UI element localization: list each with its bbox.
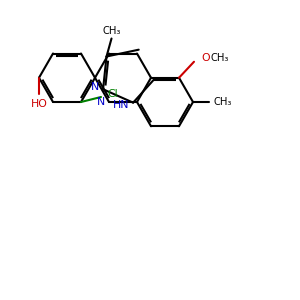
Text: CH₃: CH₃ — [102, 26, 121, 35]
Text: O: O — [202, 53, 210, 63]
Text: N: N — [91, 82, 99, 92]
Text: CH₃: CH₃ — [211, 53, 229, 63]
Text: HN: HN — [113, 100, 129, 110]
Text: HO: HO — [31, 99, 47, 109]
Text: N: N — [97, 97, 105, 107]
Text: CH₃: CH₃ — [214, 97, 232, 107]
Text: Cl: Cl — [108, 89, 118, 99]
